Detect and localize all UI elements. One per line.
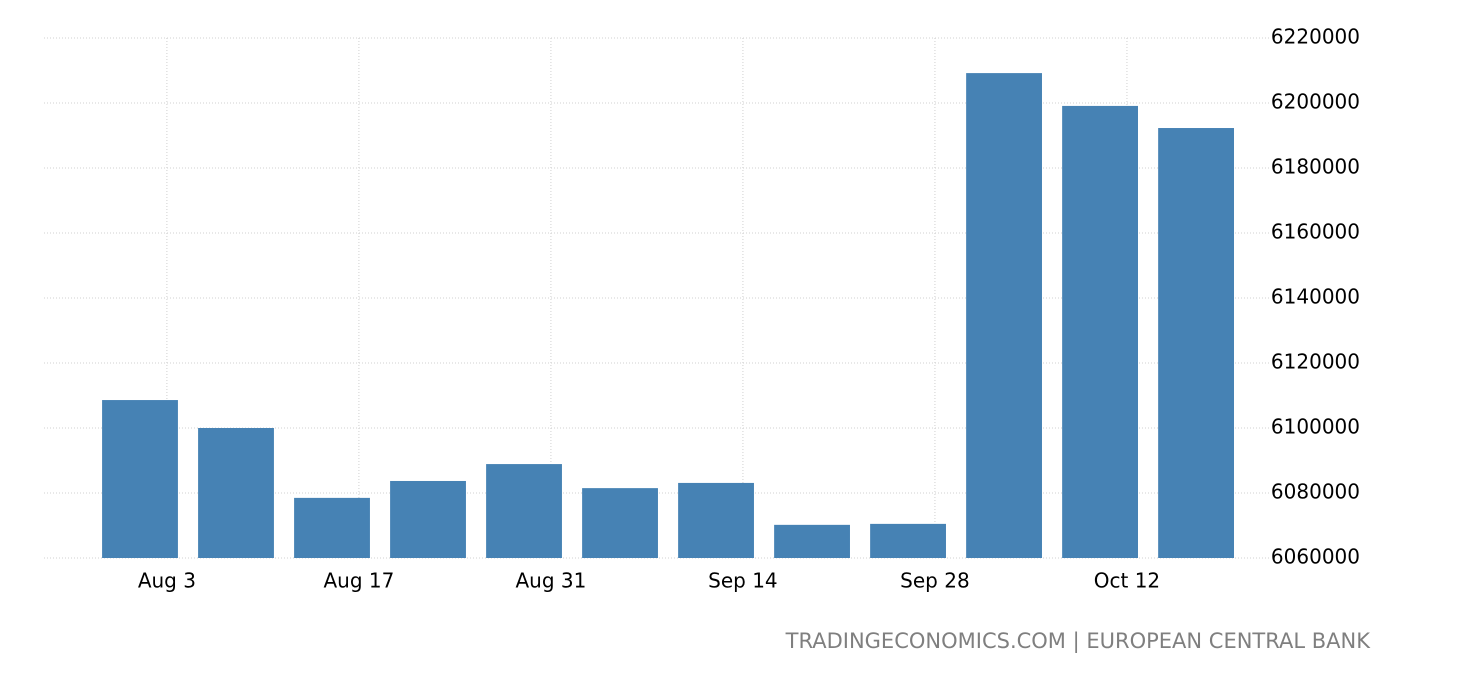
y-tick-label: 6180000: [1271, 155, 1360, 179]
bar: [102, 400, 178, 558]
bar: [678, 482, 754, 558]
x-tick-label: Oct 12: [1094, 569, 1160, 593]
bar: [294, 497, 370, 558]
y-tick-label: 6140000: [1271, 285, 1360, 309]
bar: [774, 524, 850, 558]
x-tick-label: Sep 28: [900, 569, 970, 593]
bar: [390, 480, 466, 558]
y-tick-label: 6060000: [1271, 545, 1360, 569]
bar: [582, 488, 658, 558]
x-tick-label: Aug 31: [515, 569, 586, 593]
x-tick-label: Aug 17: [323, 569, 394, 593]
source: TRADINGECONOMICS.COM | EUROPEAN CENTRAL …: [785, 629, 1372, 654]
y-tick-label: 6100000: [1271, 415, 1360, 439]
bar: [1158, 128, 1234, 558]
bar: [198, 428, 274, 558]
bar: [486, 464, 562, 558]
y-tick-label: 6220000: [1271, 25, 1360, 49]
bar: [1062, 105, 1138, 559]
bar: [870, 523, 946, 558]
x-tick-label: Sep 14: [708, 569, 778, 593]
x-tick-label: Aug 3: [138, 569, 196, 593]
bar: [966, 73, 1042, 558]
y-tick-label: 6160000: [1271, 220, 1360, 244]
y-tick-label: 6200000: [1271, 90, 1360, 114]
y-tick-label: 6080000: [1271, 480, 1360, 504]
y-tick-label: 6120000: [1271, 350, 1360, 374]
